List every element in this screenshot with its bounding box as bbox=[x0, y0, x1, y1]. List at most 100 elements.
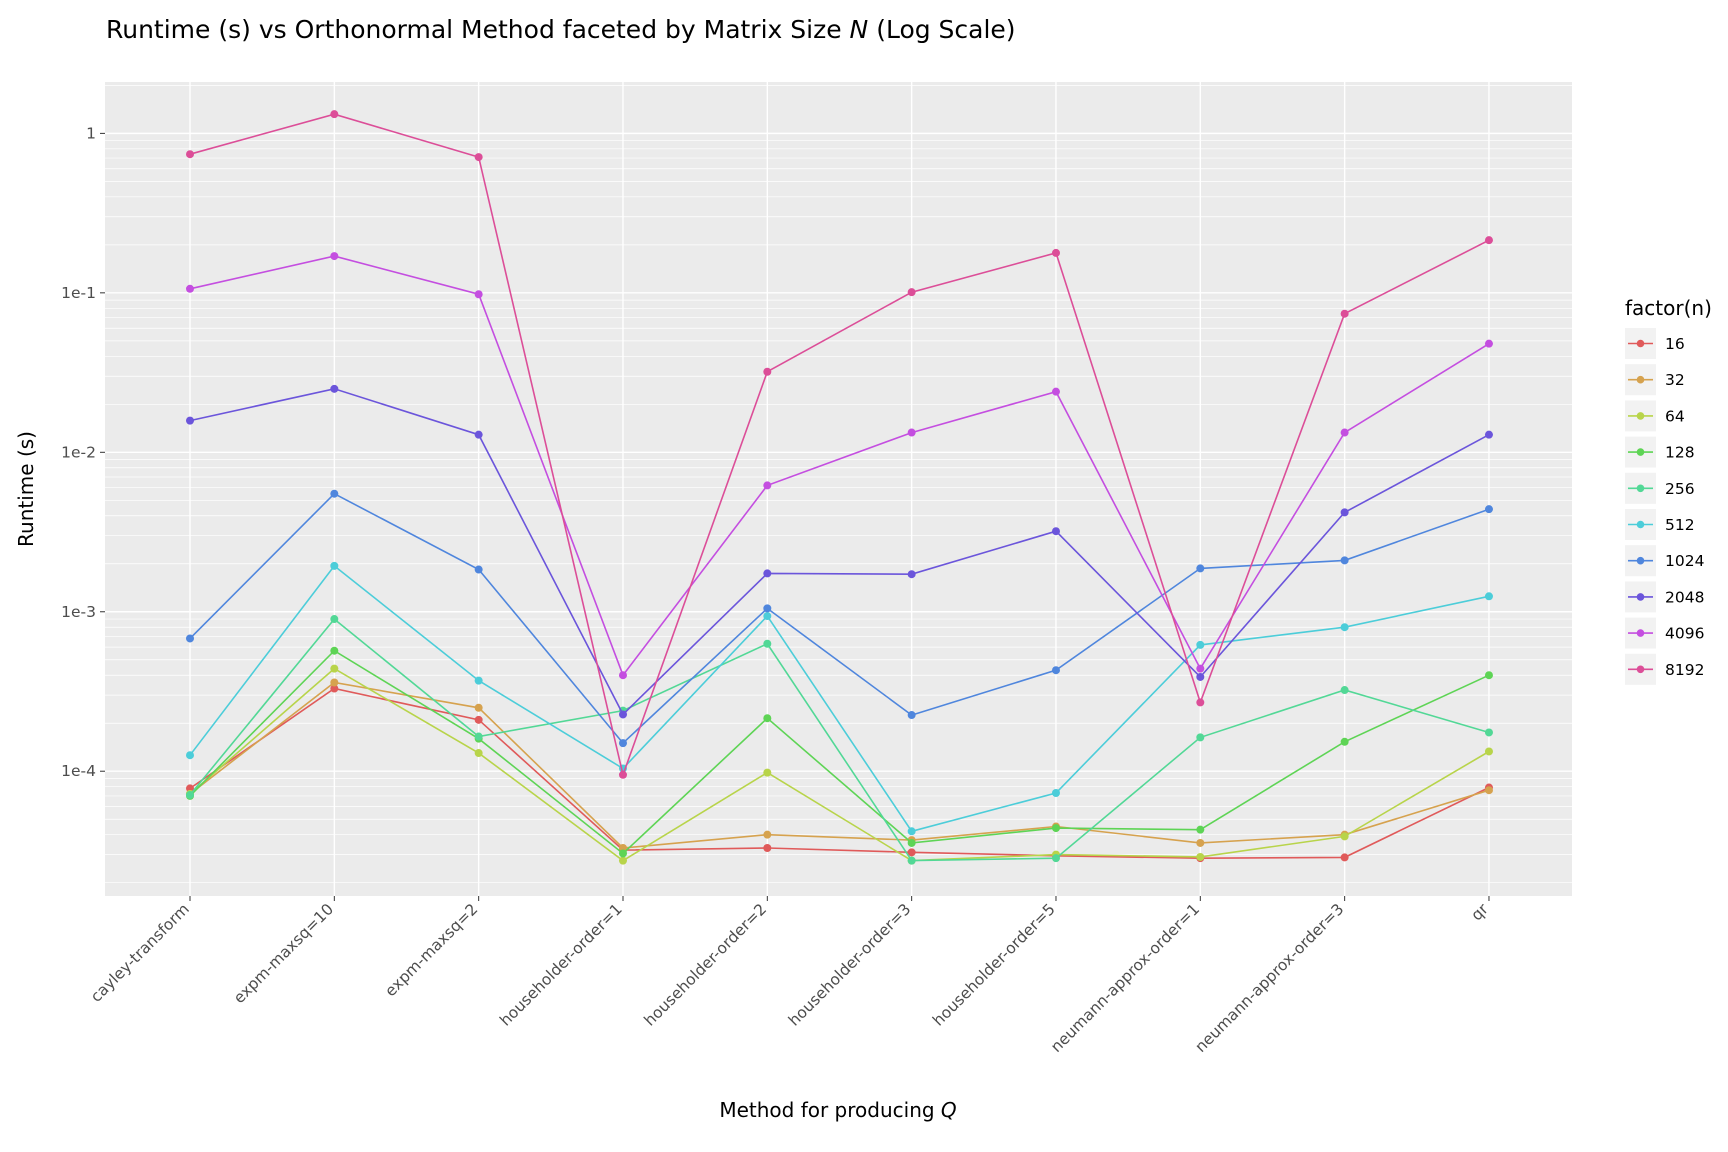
data-point bbox=[618, 856, 627, 865]
data-point bbox=[330, 684, 339, 693]
data-point bbox=[618, 849, 627, 858]
data-point bbox=[907, 856, 916, 865]
data-point bbox=[330, 489, 339, 498]
data-point bbox=[1051, 854, 1060, 863]
data-point bbox=[763, 604, 772, 613]
data-point bbox=[763, 612, 772, 621]
legend-key-point bbox=[1636, 665, 1645, 674]
y-tick-label: 1e-4 bbox=[61, 762, 96, 780]
data-point bbox=[186, 416, 194, 425]
data-point bbox=[1196, 672, 1205, 681]
x-tick-label: householder-order=2 bbox=[641, 900, 771, 1030]
x-tick-label: neumann-approx-order=1 bbox=[1047, 900, 1203, 1056]
legend-title: factor(n) bbox=[1625, 296, 1712, 320]
data-point bbox=[1484, 339, 1493, 348]
data-point bbox=[1484, 592, 1493, 601]
data-point bbox=[1484, 505, 1493, 514]
legend-item-64: 64 bbox=[1625, 400, 1685, 432]
legend-key-point bbox=[1636, 339, 1645, 348]
chart-title: Runtime (s) vs Orthonormal Method facete… bbox=[106, 15, 1016, 44]
data-point bbox=[763, 843, 772, 852]
data-point bbox=[474, 676, 483, 685]
y-tick-label: 1 bbox=[86, 124, 96, 142]
legend-label: 4096 bbox=[1665, 625, 1704, 643]
data-point bbox=[474, 290, 483, 299]
x-tick-label: householder-order=5 bbox=[929, 900, 1059, 1030]
legend-item-512: 512 bbox=[1625, 509, 1695, 540]
data-point bbox=[1196, 564, 1205, 573]
y-axis: 1 1e-1 1e-2 1e-3 1e-4 bbox=[61, 124, 105, 780]
data-point bbox=[1051, 824, 1060, 833]
series-line bbox=[189, 564, 1490, 833]
y-axis-title: Runtime (s) bbox=[14, 431, 38, 547]
data-point bbox=[474, 732, 483, 741]
series-8192 bbox=[186, 110, 1493, 779]
legend-label: 512 bbox=[1665, 516, 1695, 534]
data-point bbox=[330, 615, 339, 624]
data-point bbox=[330, 252, 339, 261]
data-point bbox=[907, 570, 916, 579]
data-point bbox=[1484, 430, 1493, 439]
data-point bbox=[1340, 508, 1349, 517]
series-line bbox=[189, 387, 1490, 716]
plot-panel bbox=[105, 82, 1572, 896]
legend-label: 16 bbox=[1665, 335, 1685, 353]
data-point bbox=[1196, 640, 1205, 649]
data-point bbox=[763, 830, 772, 839]
data-point bbox=[186, 784, 194, 793]
data-point bbox=[1051, 248, 1060, 257]
data-point bbox=[474, 703, 483, 712]
legend-label: 2048 bbox=[1665, 588, 1704, 606]
legend-key-point bbox=[1636, 520, 1645, 529]
data-point bbox=[1484, 728, 1493, 737]
y-tick-label: 1e-1 bbox=[61, 284, 96, 302]
x-axis: cayley-transform expm-maxsq=10 expm-maxsq=… bbox=[87, 896, 1492, 1056]
data-point bbox=[618, 671, 627, 680]
data-point bbox=[1340, 853, 1349, 862]
data-point bbox=[907, 428, 916, 437]
x-tick-label: householder-order=3 bbox=[785, 900, 915, 1030]
data-point bbox=[1196, 825, 1205, 834]
legend-item-2048: 2048 bbox=[1625, 581, 1704, 613]
data-point bbox=[907, 838, 916, 847]
legend-label: 32 bbox=[1665, 371, 1685, 389]
data-point bbox=[1340, 428, 1349, 437]
data-point bbox=[907, 848, 916, 857]
data-point bbox=[330, 561, 339, 570]
x-tick-label: neumann-approx-order=3 bbox=[1192, 900, 1348, 1056]
legend-item-8192: 8192 bbox=[1625, 653, 1704, 685]
y-tick-label: 1e-2 bbox=[61, 443, 96, 461]
data-point bbox=[186, 284, 194, 293]
data-point bbox=[763, 481, 772, 490]
legend-key-point bbox=[1636, 484, 1645, 493]
data-point bbox=[1340, 832, 1349, 841]
legend-label: 1024 bbox=[1665, 552, 1704, 570]
series-line bbox=[189, 649, 1490, 855]
data-point bbox=[1340, 686, 1349, 695]
data-point bbox=[1051, 527, 1060, 536]
series-line bbox=[189, 255, 1490, 677]
data-point bbox=[1484, 671, 1493, 680]
data-point bbox=[330, 384, 339, 393]
legend-item-128: 128 bbox=[1625, 436, 1695, 468]
legend-key-point bbox=[1636, 412, 1645, 420]
x-axis-title: Method for producing Q bbox=[719, 1098, 956, 1122]
data-point bbox=[763, 367, 772, 376]
data-point bbox=[186, 150, 194, 159]
legend-item-1024: 1024 bbox=[1625, 545, 1704, 577]
data-point bbox=[186, 790, 194, 799]
legend-label: 128 bbox=[1665, 444, 1695, 462]
x-tick-label: cayley-transform bbox=[87, 900, 193, 1006]
legend-label: 256 bbox=[1665, 480, 1695, 498]
data-point bbox=[1051, 666, 1060, 675]
data-point bbox=[1051, 387, 1060, 396]
data-point bbox=[1484, 747, 1493, 756]
data-point bbox=[1196, 664, 1205, 673]
data-point bbox=[763, 639, 772, 648]
legend-item-32: 32 bbox=[1625, 364, 1685, 396]
legend-label: 64 bbox=[1665, 407, 1685, 425]
data-point bbox=[474, 749, 483, 758]
x-tick-label: qr bbox=[1468, 900, 1493, 925]
data-point bbox=[1196, 852, 1205, 861]
